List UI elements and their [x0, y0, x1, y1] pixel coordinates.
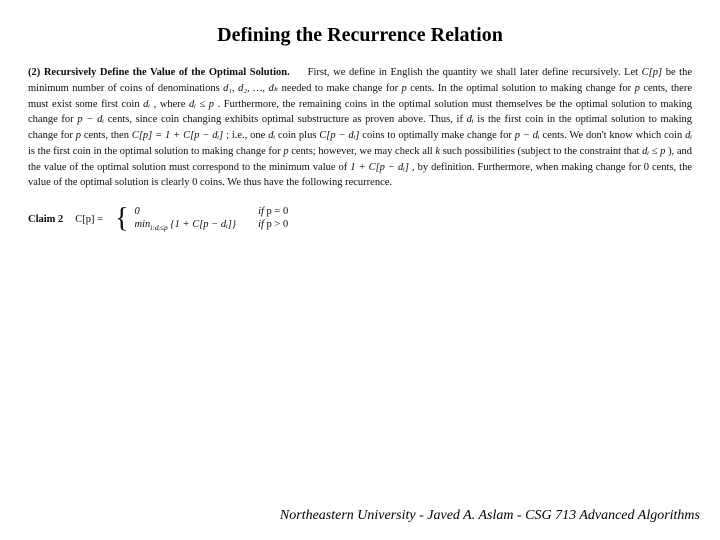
text: needed to make change for — [282, 83, 402, 94]
math-dilep: dᵢ ≤ p — [189, 99, 214, 110]
text: ; i.e., one — [226, 130, 268, 141]
text: is the first coin in the optimal solutio… — [28, 146, 283, 157]
text: cents; however, we may check all — [291, 146, 435, 157]
math-di: dᵢ — [685, 130, 692, 141]
section-heading: Recursively Define the Value of the Opti… — [44, 67, 290, 78]
text: cents. In the optimal solution to making… — [410, 83, 634, 94]
math-di: dᵢ — [268, 130, 275, 141]
case2-expr: mini:dᵢ≤p {1 + C[p − dᵢ]} — [135, 219, 237, 232]
slide-title: Defining the Recurrence Relation — [0, 0, 720, 65]
section-number: (2) — [28, 67, 40, 78]
text: cents. We don't know which coin — [543, 130, 686, 141]
case1-cond: if p = 0 — [258, 206, 288, 217]
math-cp: C[p] — [642, 67, 662, 78]
math-pmdi: p − dᵢ — [77, 114, 104, 125]
case1-expr: 0 — [135, 206, 237, 217]
text: cents, then — [84, 130, 132, 141]
claim-label: Claim 2 — [28, 214, 63, 225]
text: coins to optimally make change for — [362, 130, 514, 141]
math-p: p — [635, 83, 640, 94]
text: First, we define in English the quantity… — [308, 67, 642, 78]
text: such possibilities (subject to the const… — [443, 146, 642, 157]
footer-text: Northeastern University - Javed A. Aslam… — [280, 508, 700, 524]
math-cpeq: C[p] = 1 + C[p − dᵢ] — [132, 130, 223, 141]
claim-block: Claim 2 C[p] = { 0 if p = 0 mini:dᵢ≤p {1… — [0, 191, 720, 233]
text: coin plus — [278, 130, 319, 141]
math-k: k — [435, 146, 440, 157]
text: cents, since coin changing exhibits opti… — [108, 114, 467, 125]
left-brace-icon: { — [115, 205, 128, 233]
body-paragraph: (2) Recursively Define the Value of the … — [0, 65, 720, 191]
cases-brace: { 0 if p = 0 mini:dᵢ≤p {1 + C[p − dᵢ]} i… — [115, 205, 288, 233]
math-di: dᵢ — [143, 99, 150, 110]
cases-grid: 0 if p = 0 mini:dᵢ≤p {1 + C[p − dᵢ]} if … — [135, 206, 289, 232]
math-p: p — [402, 83, 407, 94]
math-pmdi: p − dᵢ — [515, 130, 540, 141]
math-p: p — [283, 146, 288, 157]
math-di: dᵢ — [467, 114, 474, 125]
math-cpmdi: C[p − dᵢ] — [319, 130, 359, 141]
math-oneplus: 1 + C[p − dᵢ] — [350, 162, 409, 173]
math-dilep: dᵢ ≤ p — [642, 146, 665, 157]
claim-lhs: C[p] = — [75, 214, 103, 225]
math-denoms: d₁, d₂, …, dₖ — [223, 83, 278, 94]
math-p: p — [76, 130, 81, 141]
text: , where — [154, 99, 189, 110]
case2-cond: if p > 0 — [258, 219, 288, 232]
